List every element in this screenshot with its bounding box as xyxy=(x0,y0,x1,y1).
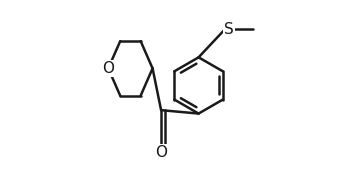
Text: S: S xyxy=(224,22,234,37)
Text: O: O xyxy=(155,145,167,160)
Text: O: O xyxy=(102,61,114,76)
